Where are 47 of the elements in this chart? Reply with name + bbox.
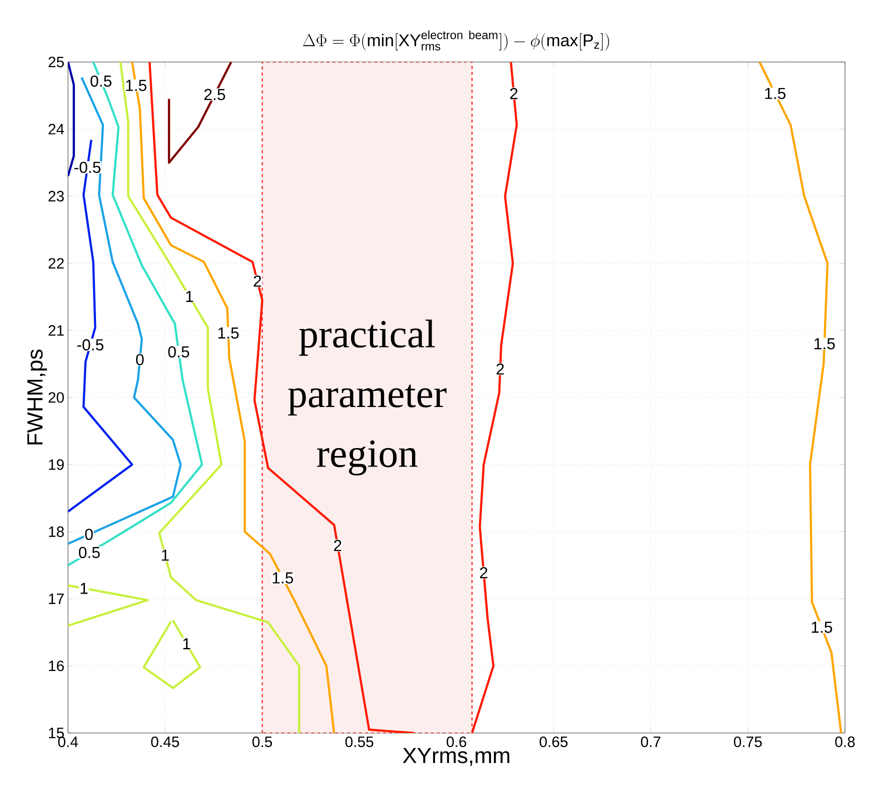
- annotation: -0.5: [77, 339, 104, 350]
- y-tick-label: 25: [48, 56, 64, 68]
- x-tick-label: 0.7: [640, 736, 660, 748]
- x-tick-label: 0.8: [835, 736, 855, 748]
- x-tick-label: 0.55: [345, 736, 374, 748]
- annotation: 1: [162, 550, 169, 561]
- y-tick-label: 20: [48, 392, 64, 403]
- annotation: -0.5: [74, 162, 100, 173]
- annotation: 1.5: [812, 622, 832, 633]
- annotation: 1.5: [218, 328, 239, 339]
- x-axis-title: XYrms,mm: [402, 748, 510, 766]
- annotation: 2: [496, 363, 504, 375]
- band-label: practical parameter region: [288, 320, 446, 476]
- x-tick-label: 0.45: [151, 736, 180, 748]
- x-tick-label: 0.5: [252, 736, 272, 748]
- chart-title: $\Delta\Phi=\Phi(\mathrm{min}[\mathrm{XY}_{\mathrm{rms}}^{\mathrm{electron\ beam}}])-\phi(\mathrm{max}[\mathrm{P}_{\mathrm{z}}])$: [303, 30, 609, 50]
- annotation: 0.5: [168, 346, 190, 358]
- annotation: 1: [183, 638, 190, 650]
- y-tick-label: 24: [48, 124, 64, 134]
- annotation: 0.5: [90, 75, 112, 87]
- annotation: 2.5: [204, 88, 226, 100]
- annotation: 1.5: [814, 338, 835, 350]
- annotation: 1: [80, 582, 88, 594]
- annotation: 0: [136, 354, 144, 366]
- annotation: 1.5: [765, 88, 786, 100]
- y-tick-label: 23: [48, 190, 64, 202]
- y-tick-label: 18: [49, 526, 64, 537]
- annotation: 2: [510, 88, 518, 100]
- y-tick-label: 22: [48, 258, 64, 269]
- annotation: 1.5: [272, 572, 294, 584]
- annotation: 1: [186, 291, 194, 302]
- annotation: 1.5: [126, 80, 146, 92]
- y-tick-label: 16: [49, 660, 64, 672]
- annotation: 2: [480, 567, 488, 578]
- y-tick-label: 19: [49, 459, 64, 470]
- annotation: 0.5: [78, 546, 100, 558]
- y-tick-label: 17: [49, 594, 64, 604]
- y-tick-label: 21: [48, 325, 64, 336]
- y-axis-title: FWHM,ps: [27, 350, 48, 444]
- annotation: 2: [254, 276, 262, 287]
- annotation: 2: [334, 540, 342, 552]
- y-tick-label: 15: [49, 728, 64, 738]
- x-tick-label: 0.6: [446, 736, 466, 748]
- x-tick-label: 0.65: [540, 736, 568, 748]
- annotation: 0: [85, 528, 93, 540]
- x-tick-label: 0.4: [58, 736, 78, 748]
- x-tick-label: 0.75: [734, 736, 762, 748]
